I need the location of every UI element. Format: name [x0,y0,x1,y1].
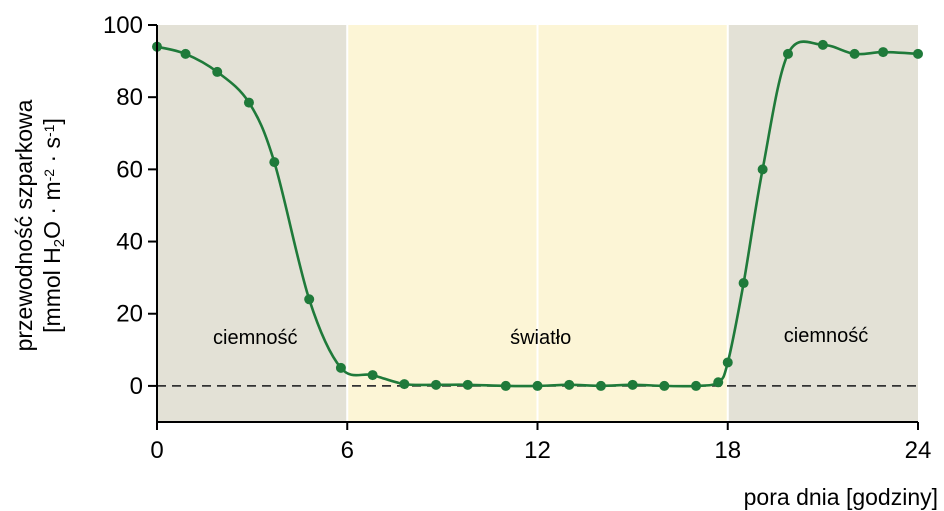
data-point-19 [722,357,733,368]
data-point-26 [913,48,923,59]
data-point-8 [399,379,410,390]
y-tick-label-60: 60 [116,156,143,183]
data-point-17 [691,380,702,391]
y-tick-label-100: 100 [103,12,143,39]
data-point-23 [817,39,828,50]
x-tick-label-24: 24 [905,437,932,464]
region-label-1: światło [510,327,571,349]
y-axis-title-line1: przewodność szparkowa [11,99,37,351]
y-axis-title-line2: [mmol H2O · m-2 · s-1] [39,118,68,333]
region-label-2: ciemność [784,325,868,347]
axes: 0 20 40 60 80 100 0 6 12 18 24 [103,12,931,464]
data-point-10 [462,379,473,390]
data-point-12 [532,380,543,391]
x-tick-label-18: 18 [714,437,741,464]
data-point-25 [878,47,889,58]
data-point-15 [627,379,638,390]
y-axis-title-part-1: 2 [51,239,68,247]
y-tick-label-0: 0 [130,373,143,400]
x-tick-label-6: 6 [341,437,354,464]
data-point-18 [713,377,724,388]
y-axis-title-part-3: -2 [41,169,57,182]
region-label-0: ciemność [213,327,297,349]
region-2 [727,25,918,422]
data-point-7 [367,370,378,381]
data-point-22 [782,48,793,59]
labels: pora dnia [godziny] ciemność światło ciemno… [11,99,938,510]
data-point-21 [757,164,768,175]
x-tick-label-12: 12 [524,437,551,464]
y-axis-title-part-2: O · m [39,181,65,239]
data-point-16 [659,380,670,391]
data-point-5 [304,294,315,305]
region-0 [157,25,348,422]
data-point-24 [849,48,860,59]
region-boundaries [346,25,729,422]
data-point-9 [431,379,442,390]
x-axis-title: pora dnia [godziny] [744,484,938,510]
data-point-6 [335,362,346,373]
y-tick-label-20: 20 [116,301,143,328]
data-point-3 [243,97,254,108]
data-point-20 [738,278,749,289]
data-point-1 [180,48,191,59]
data-point-11 [500,380,511,391]
data-point-4 [269,157,280,168]
data-point-13 [564,379,575,390]
data-point-2 [212,66,223,77]
series-group [152,39,923,391]
y-axis-title-part-4: · s [39,137,65,169]
y-axis-title-part-0: [mmol H [39,247,65,333]
data-point-14 [595,380,606,391]
y-tick-label-80: 80 [116,84,143,111]
y-axis-title-part-6: ] [39,118,65,124]
x-tick-label-0: 0 [150,437,163,464]
y-axis-title-part-5: -1 [41,124,57,137]
y-tick-label-40: 40 [116,229,143,256]
